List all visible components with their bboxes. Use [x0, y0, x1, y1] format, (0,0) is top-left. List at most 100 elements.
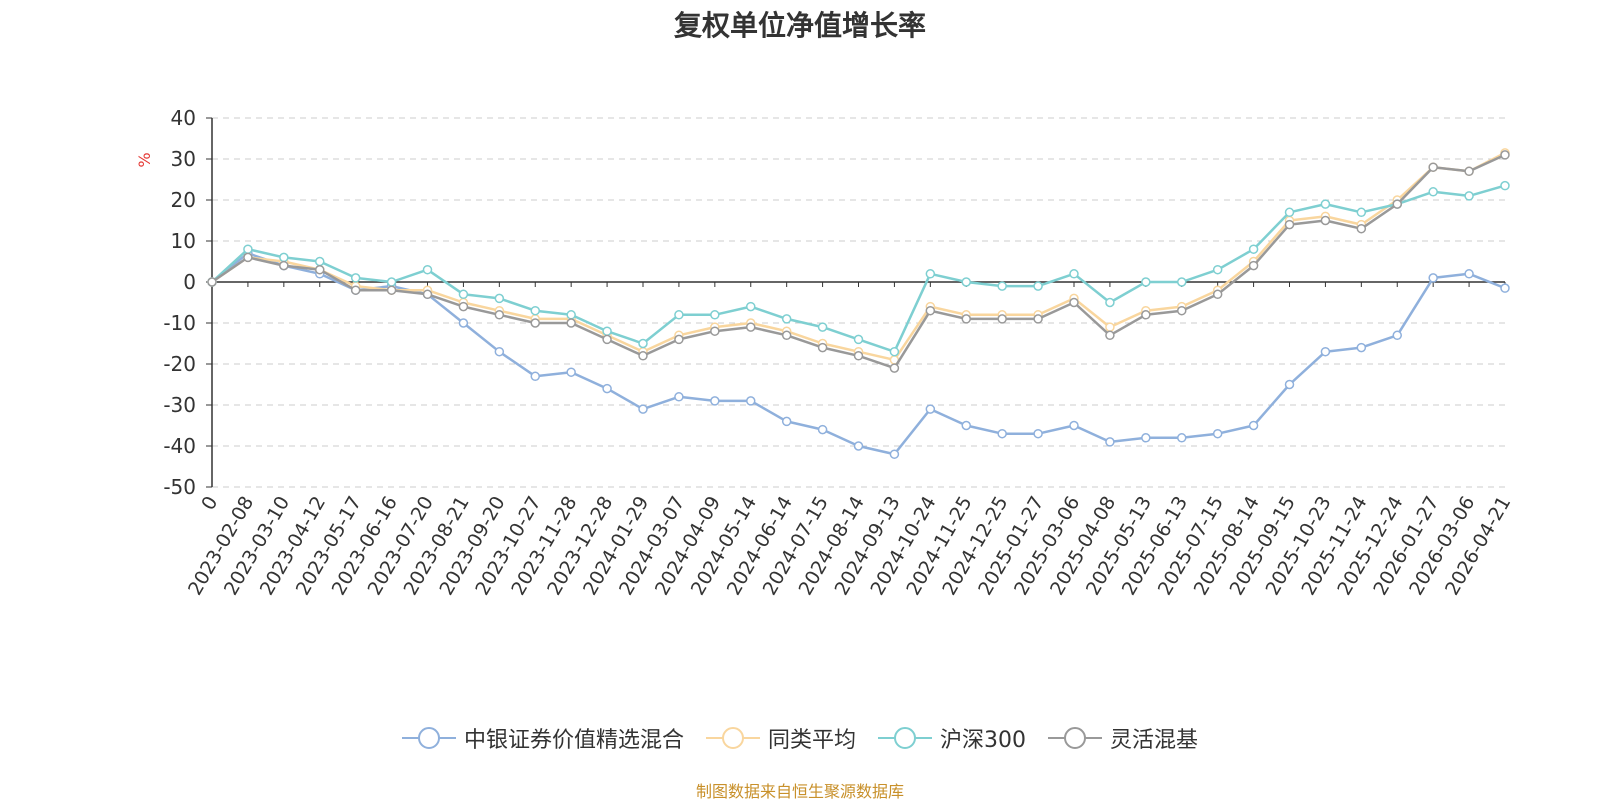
grid-layer: [212, 117, 1505, 488]
data-point: [350, 273, 361, 283]
data-point: [1500, 180, 1510, 191]
data-point: [530, 305, 540, 316]
data-point: [925, 404, 936, 414]
data-point: [207, 277, 217, 287]
data-point: [1212, 264, 1223, 275]
data-point: [243, 252, 253, 263]
data-point: [1248, 420, 1259, 431]
data-point: [638, 404, 648, 414]
data-point: [1392, 330, 1402, 341]
legend-line-marker-icon: [878, 727, 932, 749]
data-point: [1177, 277, 1187, 287]
data-point: [1464, 166, 1474, 177]
data-point: [1356, 342, 1367, 353]
y-tick-label: 0: [183, 270, 196, 294]
data-point: [674, 310, 684, 320]
data-point: [817, 342, 828, 353]
data-point: [1356, 207, 1367, 218]
data-point: [1212, 428, 1223, 439]
data-point: [1428, 162, 1438, 172]
legend-line-marker-icon: [705, 727, 760, 749]
legend-label: 中银证券价值精选混合: [463, 728, 684, 753]
y-tick-label: 10: [171, 229, 196, 253]
chart-title: 复权单位净值增长率: [673, 9, 926, 42]
y-tick-label: 20: [171, 188, 196, 212]
data-point: [1212, 289, 1223, 300]
legend-label: 灵活混基: [1110, 728, 1199, 753]
legend-item[interactable]: 同类平均: [705, 722, 856, 754]
data-point: [602, 383, 612, 394]
data-point: [889, 449, 900, 459]
data-point: [458, 301, 469, 312]
data-point: [458, 289, 469, 300]
data-point: [1248, 260, 1259, 271]
data-source-note: 制图数据来自恒生聚源数据库: [695, 782, 904, 801]
data-point: [315, 256, 325, 267]
data-point: [386, 285, 397, 295]
legend-line-marker-icon: [1048, 727, 1102, 749]
data-point: [602, 326, 612, 336]
data-point: [1177, 433, 1187, 443]
legend-line-marker-icon: [401, 727, 456, 749]
series-line: [211, 184, 1506, 353]
y-tick-label: -40: [163, 434, 196, 458]
legend-item[interactable]: 沪深300: [878, 722, 1026, 754]
y-tick-label: -30: [163, 393, 196, 417]
y-tick-label: 30: [171, 147, 196, 171]
series-1: [207, 148, 1510, 365]
data-point: [889, 346, 900, 357]
data-point: [781, 416, 792, 427]
data-point: [925, 269, 936, 279]
data-point: [925, 305, 936, 316]
data-point: [1105, 322, 1115, 332]
data-point: [530, 318, 540, 328]
data-point: [422, 264, 433, 275]
data-point: [1033, 314, 1043, 324]
data-point: [1284, 207, 1295, 218]
data-point: [566, 310, 576, 320]
data-point: [638, 338, 648, 349]
data-point: [1069, 269, 1079, 279]
data-point: [710, 326, 720, 336]
data-point: [674, 334, 684, 345]
data-point: [1464, 191, 1474, 201]
data-point: [566, 318, 576, 328]
data-point: [530, 371, 540, 382]
series-line: [211, 151, 1506, 362]
legend-label: 沪深300: [940, 728, 1026, 753]
data-point: [279, 260, 289, 271]
data-point: [1069, 297, 1079, 308]
data-point: [1141, 310, 1151, 320]
data-point: [1105, 330, 1115, 341]
data-point: [1284, 379, 1295, 390]
data-point: [961, 277, 971, 287]
legend-item[interactable]: 灵活混基: [1048, 722, 1198, 754]
data-point: [781, 330, 792, 341]
data-point: [961, 420, 971, 431]
legend-item[interactable]: 中银证券价值精选混合: [401, 722, 684, 754]
data-point: [1105, 437, 1115, 447]
series-2: [207, 180, 1510, 357]
data-point: [458, 318, 469, 328]
data-point: [817, 322, 828, 332]
data-point: [243, 244, 253, 254]
data-point: [494, 293, 505, 304]
data-point: [710, 310, 720, 320]
data-point: [350, 285, 361, 295]
y-tick-label: -50: [163, 475, 196, 499]
data-point: [746, 396, 756, 406]
legend: 中银证券价值精选混合 同类平均 沪深300 灵活混基: [0, 722, 1600, 754]
data-point: [1141, 433, 1151, 443]
series-3: [207, 150, 1510, 373]
data-point: [1500, 283, 1510, 293]
data-point: [1320, 199, 1331, 209]
data-point: [1033, 428, 1043, 439]
data-point: [746, 322, 756, 332]
data-point: [997, 281, 1007, 291]
data-point: [1392, 199, 1402, 209]
data-point: [1105, 297, 1115, 308]
data-point: [279, 252, 289, 263]
data-point: [1428, 273, 1438, 283]
data-point: [674, 392, 684, 402]
